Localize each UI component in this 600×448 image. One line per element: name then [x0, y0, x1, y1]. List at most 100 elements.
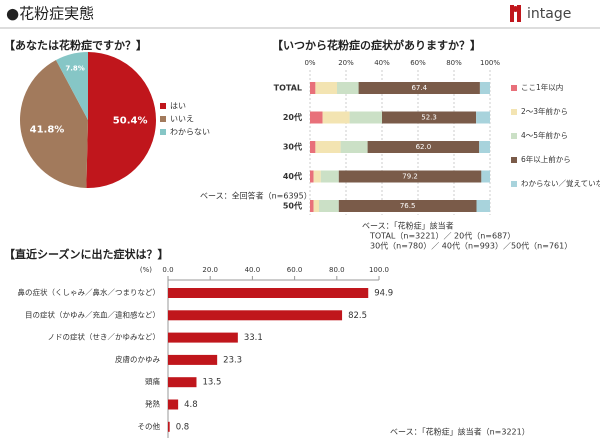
bar	[168, 354, 218, 365]
category-label: 鼻の症状（くしゃみ／鼻水／つまりなど）	[18, 287, 161, 297]
bar-segment	[310, 82, 316, 94]
x-tick-label: 80%	[446, 59, 462, 67]
legend-label: いいえ	[170, 115, 194, 124]
legend-label: わからない	[170, 128, 210, 137]
bar	[168, 399, 179, 410]
page-title: ●花粉症実態	[6, 5, 94, 23]
x-tick-label: 20%	[338, 59, 354, 67]
note: ベース：「花粉症」該当者	[362, 221, 454, 231]
bar-segment	[349, 111, 382, 124]
x-tick-label: 80.0	[329, 266, 345, 274]
legend-label: 2～3年前から	[521, 106, 568, 116]
value-label: 50.4%	[113, 116, 148, 127]
legend-swatch	[511, 157, 517, 163]
category-label: 皮膚のかゆみ	[115, 354, 160, 364]
value-label: 33.1	[244, 333, 263, 343]
bar-segment	[322, 111, 350, 124]
legend-swatch	[160, 129, 166, 135]
value-label: 7.8%	[65, 65, 84, 73]
logo-text: intage	[527, 6, 571, 22]
pie-slice	[55, 52, 88, 120]
axis-unit: (%)	[140, 266, 152, 274]
pie-slice	[86, 52, 156, 188]
x-tick-label: 0.0	[162, 266, 173, 274]
category-label: 発熱	[145, 399, 160, 409]
x-tick-label: 60%	[410, 59, 426, 67]
category-label: 頭痛	[145, 376, 160, 386]
x-tick-label: 0%	[304, 59, 315, 67]
bar-segment	[310, 200, 314, 212]
value-label: 67.4	[411, 84, 427, 92]
bar-segment	[476, 200, 490, 212]
bar-segment	[358, 82, 480, 94]
value-label: 62.0	[416, 143, 432, 151]
bar-segment	[476, 111, 490, 124]
x-tick-label: 40.0	[245, 266, 261, 274]
category-label: 40代	[283, 171, 302, 181]
pie-slice	[19, 60, 89, 188]
bar-segment	[479, 82, 490, 94]
bar	[168, 377, 197, 388]
value-label: 41.8%	[30, 125, 65, 136]
bar-segment	[337, 82, 359, 94]
value-label: 76.5	[400, 202, 416, 210]
value-label: 23.3	[223, 355, 242, 365]
bar	[168, 332, 238, 343]
bar	[168, 288, 369, 298]
chart-title: 【あなたは花粉症ですか？】	[4, 38, 147, 52]
legend-swatch	[160, 116, 166, 122]
bar-segment	[313, 170, 321, 183]
bar	[168, 421, 170, 432]
chart-title: 【いつから花粉症の症状がありますか？】	[272, 38, 481, 52]
bar-segment	[310, 141, 316, 153]
bar-segment	[479, 141, 490, 153]
value-label: 4.8	[184, 400, 198, 410]
legend-label: 4～5年前から	[521, 130, 568, 140]
value-label: 94.9	[374, 289, 393, 299]
bar-segment	[367, 141, 480, 153]
logo: intage	[510, 5, 571, 22]
bar-segment	[315, 82, 337, 94]
legend-label: ここ1年以内	[521, 82, 563, 92]
value-label: 52.3	[421, 114, 437, 122]
category-label: 20代	[283, 112, 302, 122]
category-label: TOTAL	[274, 84, 302, 93]
bar-segment	[382, 111, 477, 124]
bar-segment	[340, 141, 368, 153]
bar-segment	[320, 170, 339, 183]
category-label: 目の症状（かゆみ／充血／違和感など）	[25, 309, 160, 319]
legend-label: はい	[170, 102, 186, 111]
bar-segment	[310, 111, 323, 124]
note: TOTAL（n=3221）／ 20代（n=687）	[369, 231, 515, 241]
legend-swatch	[511, 85, 517, 91]
bar-segment	[310, 170, 314, 183]
bar	[168, 310, 343, 321]
category-label: 30代	[283, 142, 302, 152]
bar-segment	[338, 200, 477, 212]
legend-swatch	[511, 181, 517, 187]
value-label: 79.2	[402, 173, 418, 181]
value-label: 0.8	[176, 422, 190, 432]
bar-segment	[481, 170, 490, 183]
x-tick-label: 40%	[374, 59, 390, 67]
x-tick-label: 60.0	[287, 266, 303, 274]
value-label: 13.5	[202, 378, 221, 388]
x-tick-label: 100%	[480, 59, 500, 67]
note: ベース：「花粉症」該当者（n=3221）	[390, 427, 530, 437]
bar-segment	[315, 141, 341, 153]
bar-segment	[338, 170, 482, 183]
note: 30代（n=780）／ 40代（n=993）／50代（n=761）	[370, 241, 572, 251]
chart-title: 【直近シーズンに出た症状は？】	[4, 247, 168, 261]
legend-swatch	[160, 103, 166, 109]
category-label: 50代	[283, 201, 302, 211]
note: ベース：全回答者（n=6395）	[200, 191, 312, 201]
category-label: その他	[138, 421, 161, 431]
legend-swatch	[511, 133, 517, 139]
x-tick-label: 100.0	[369, 266, 389, 274]
x-tick-label: 20.0	[202, 266, 218, 274]
category-label: ノドの症状（せき／かゆみなど）	[48, 332, 161, 342]
legend-label: 6年以上前から	[521, 154, 571, 164]
value-label: 82.5	[348, 311, 367, 321]
legend-label: わからない／覚えていない	[521, 178, 600, 188]
bar-segment	[319, 200, 339, 212]
